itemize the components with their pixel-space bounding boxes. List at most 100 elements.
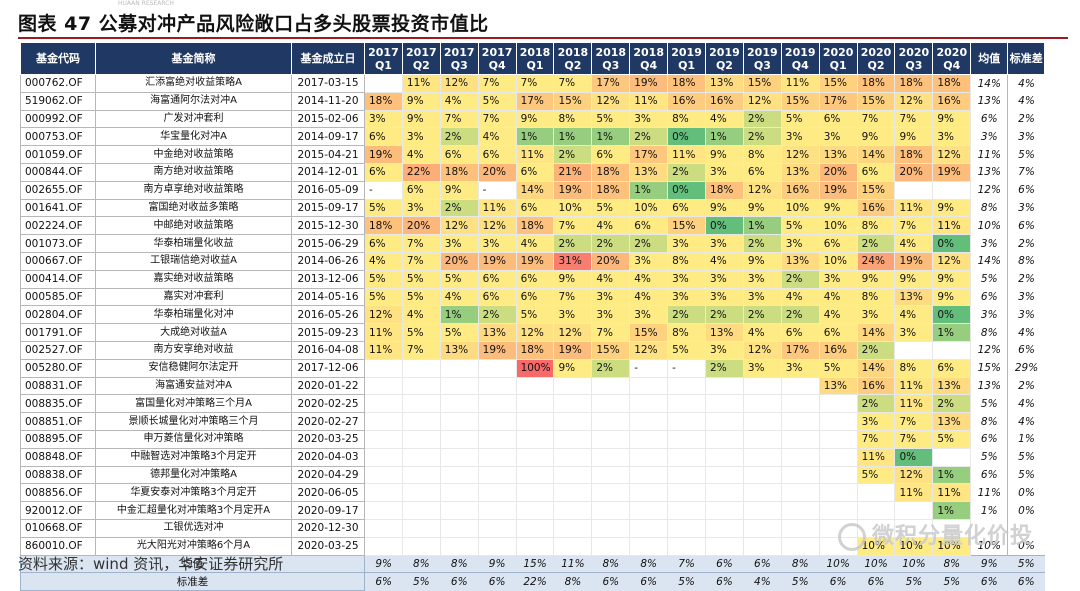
std-cell: 0% bbox=[1007, 537, 1045, 556]
value-cell: 11% bbox=[402, 74, 441, 93]
value-cell: 8% bbox=[894, 359, 934, 378]
value-cell: 6% bbox=[478, 145, 517, 164]
header-quarter: 2018 Q4 bbox=[629, 42, 669, 75]
fund-code: 008848.OF bbox=[20, 447, 96, 467]
std-cell: 29% bbox=[1007, 359, 1045, 378]
value-cell: 5% bbox=[819, 359, 858, 378]
fund-name: 工银优选对冲 bbox=[95, 518, 292, 538]
value-cell: 12% bbox=[440, 216, 479, 236]
value-cell bbox=[629, 448, 669, 467]
header-quarter: 2017 Q1 bbox=[364, 42, 403, 75]
value-cell: 13% bbox=[894, 288, 934, 307]
value-cell bbox=[402, 519, 441, 538]
value-cell: 9% bbox=[894, 270, 934, 289]
table-row: 000667.OF 工银瑞信绝对收益A 2014-06-26 4% 7% 20% 19% 19… bbox=[20, 251, 1045, 271]
value-cell: 2% bbox=[743, 234, 782, 253]
value-cell: 6% bbox=[478, 270, 517, 289]
fund-name: 南方绝对收益策略 bbox=[95, 162, 292, 182]
value-cell: 12% bbox=[781, 145, 820, 164]
footer-value: 9% bbox=[364, 554, 403, 573]
value-cell bbox=[667, 519, 707, 538]
value-cell: 16% bbox=[819, 341, 858, 360]
value-cell: 0% bbox=[667, 127, 707, 147]
footer-value: 8% bbox=[932, 554, 971, 573]
value-cell: 7% bbox=[402, 252, 441, 271]
value-cell bbox=[402, 394, 441, 414]
value-cell bbox=[705, 537, 744, 556]
value-cell: 3% bbox=[667, 234, 707, 253]
fund-date: 2014-06-26 bbox=[291, 251, 365, 271]
value-cell: 7% bbox=[894, 412, 934, 431]
footer-value: 5% bbox=[781, 572, 820, 591]
value-cell: 7% bbox=[553, 288, 593, 307]
value-cell bbox=[516, 412, 555, 431]
table-row: 000992.OF 广发对冲套利 2015-02-06 3% 9% 7% 7% 9% 8% 5% 3… bbox=[20, 109, 1045, 129]
value-cell: 19% bbox=[819, 181, 858, 200]
value-cell bbox=[743, 430, 782, 449]
value-cell: 19% bbox=[932, 163, 972, 182]
value-cell: 2% bbox=[553, 234, 593, 253]
value-cell bbox=[743, 394, 782, 414]
value-cell bbox=[591, 483, 631, 503]
fund-date: 2020-03-25 bbox=[291, 429, 365, 449]
footer-value: 10% bbox=[819, 554, 858, 573]
chart-title: 图表 47 公募对冲产品风险敞口占多头股票投资市值比 bbox=[18, 13, 489, 35]
value-cell bbox=[743, 412, 782, 431]
std-cell: 4% bbox=[1007, 323, 1045, 342]
value-cell: 2% bbox=[629, 234, 669, 253]
value-cell: 9% bbox=[857, 270, 896, 289]
header-hint: HUAAN RESEARCH bbox=[118, 0, 174, 7]
mean-cell: 14% bbox=[970, 74, 1008, 93]
value-cell: 3% bbox=[591, 305, 631, 325]
value-cell: 4% bbox=[629, 270, 669, 289]
value-cell bbox=[553, 448, 593, 467]
value-cell: 4% bbox=[819, 305, 858, 325]
value-cell bbox=[743, 448, 782, 467]
value-cell: 4% bbox=[591, 216, 631, 236]
value-cell bbox=[440, 501, 479, 520]
value-cell: 16% bbox=[781, 181, 820, 200]
table-row: 008831.OF 海富通安益对冲A 2020-01-22 13% 16% 11% 13% 1… bbox=[20, 376, 1045, 396]
header-quarter: 2018 Q3 bbox=[591, 42, 631, 75]
fund-code: 001073.OF bbox=[20, 234, 96, 253]
value-cell: 16% bbox=[705, 92, 744, 111]
value-cell: 13% bbox=[705, 74, 744, 93]
value-cell: - bbox=[667, 359, 707, 378]
header-quarter: 2019 Q4 bbox=[780, 42, 820, 75]
value-cell: 18% bbox=[591, 181, 631, 200]
value-cell: 4% bbox=[894, 305, 934, 325]
value-cell bbox=[894, 501, 934, 520]
value-cell: 18% bbox=[894, 145, 934, 164]
std-cell: 7% bbox=[1007, 163, 1045, 182]
std-cell: 2% bbox=[1007, 377, 1045, 395]
mean-cell: 1% bbox=[970, 501, 1008, 520]
value-cell bbox=[364, 377, 403, 396]
mean-cell: 5% bbox=[970, 448, 1008, 467]
value-cell: 2% bbox=[932, 394, 972, 414]
value-cell: 15% bbox=[667, 216, 707, 236]
value-cell bbox=[819, 448, 858, 467]
fund-date: 2020-02-27 bbox=[291, 412, 365, 431]
fund-name: 安信稳健阿尔法定开 bbox=[95, 358, 292, 378]
watermark: 微积分量化价投 bbox=[838, 518, 1033, 551]
value-cell: 20% bbox=[440, 252, 479, 271]
mean-cell: 3% bbox=[970, 234, 1008, 253]
value-cell: 0% bbox=[932, 234, 972, 253]
value-cell: 16% bbox=[857, 199, 896, 218]
std-cell: 4% bbox=[1007, 92, 1045, 111]
header-quarter: 2019 Q3 bbox=[742, 42, 782, 75]
value-cell: 8% bbox=[743, 145, 782, 164]
fund-code: 002804.OF bbox=[20, 305, 96, 325]
value-cell: 9% bbox=[932, 288, 972, 307]
value-cell bbox=[705, 377, 744, 396]
footer-value: 6% bbox=[743, 554, 782, 573]
value-cell: 2% bbox=[440, 199, 479, 218]
value-cell: 2% bbox=[667, 163, 707, 182]
value-cell bbox=[705, 412, 744, 431]
value-cell: 2% bbox=[591, 359, 631, 378]
fund-name: 广发对冲套利 bbox=[95, 109, 292, 129]
fund-name: 中邮绝对收益策略 bbox=[95, 216, 292, 236]
header-std: 标准差 bbox=[1007, 42, 1046, 75]
mean-cell bbox=[970, 519, 1008, 538]
footer-value: 8% bbox=[553, 572, 592, 591]
